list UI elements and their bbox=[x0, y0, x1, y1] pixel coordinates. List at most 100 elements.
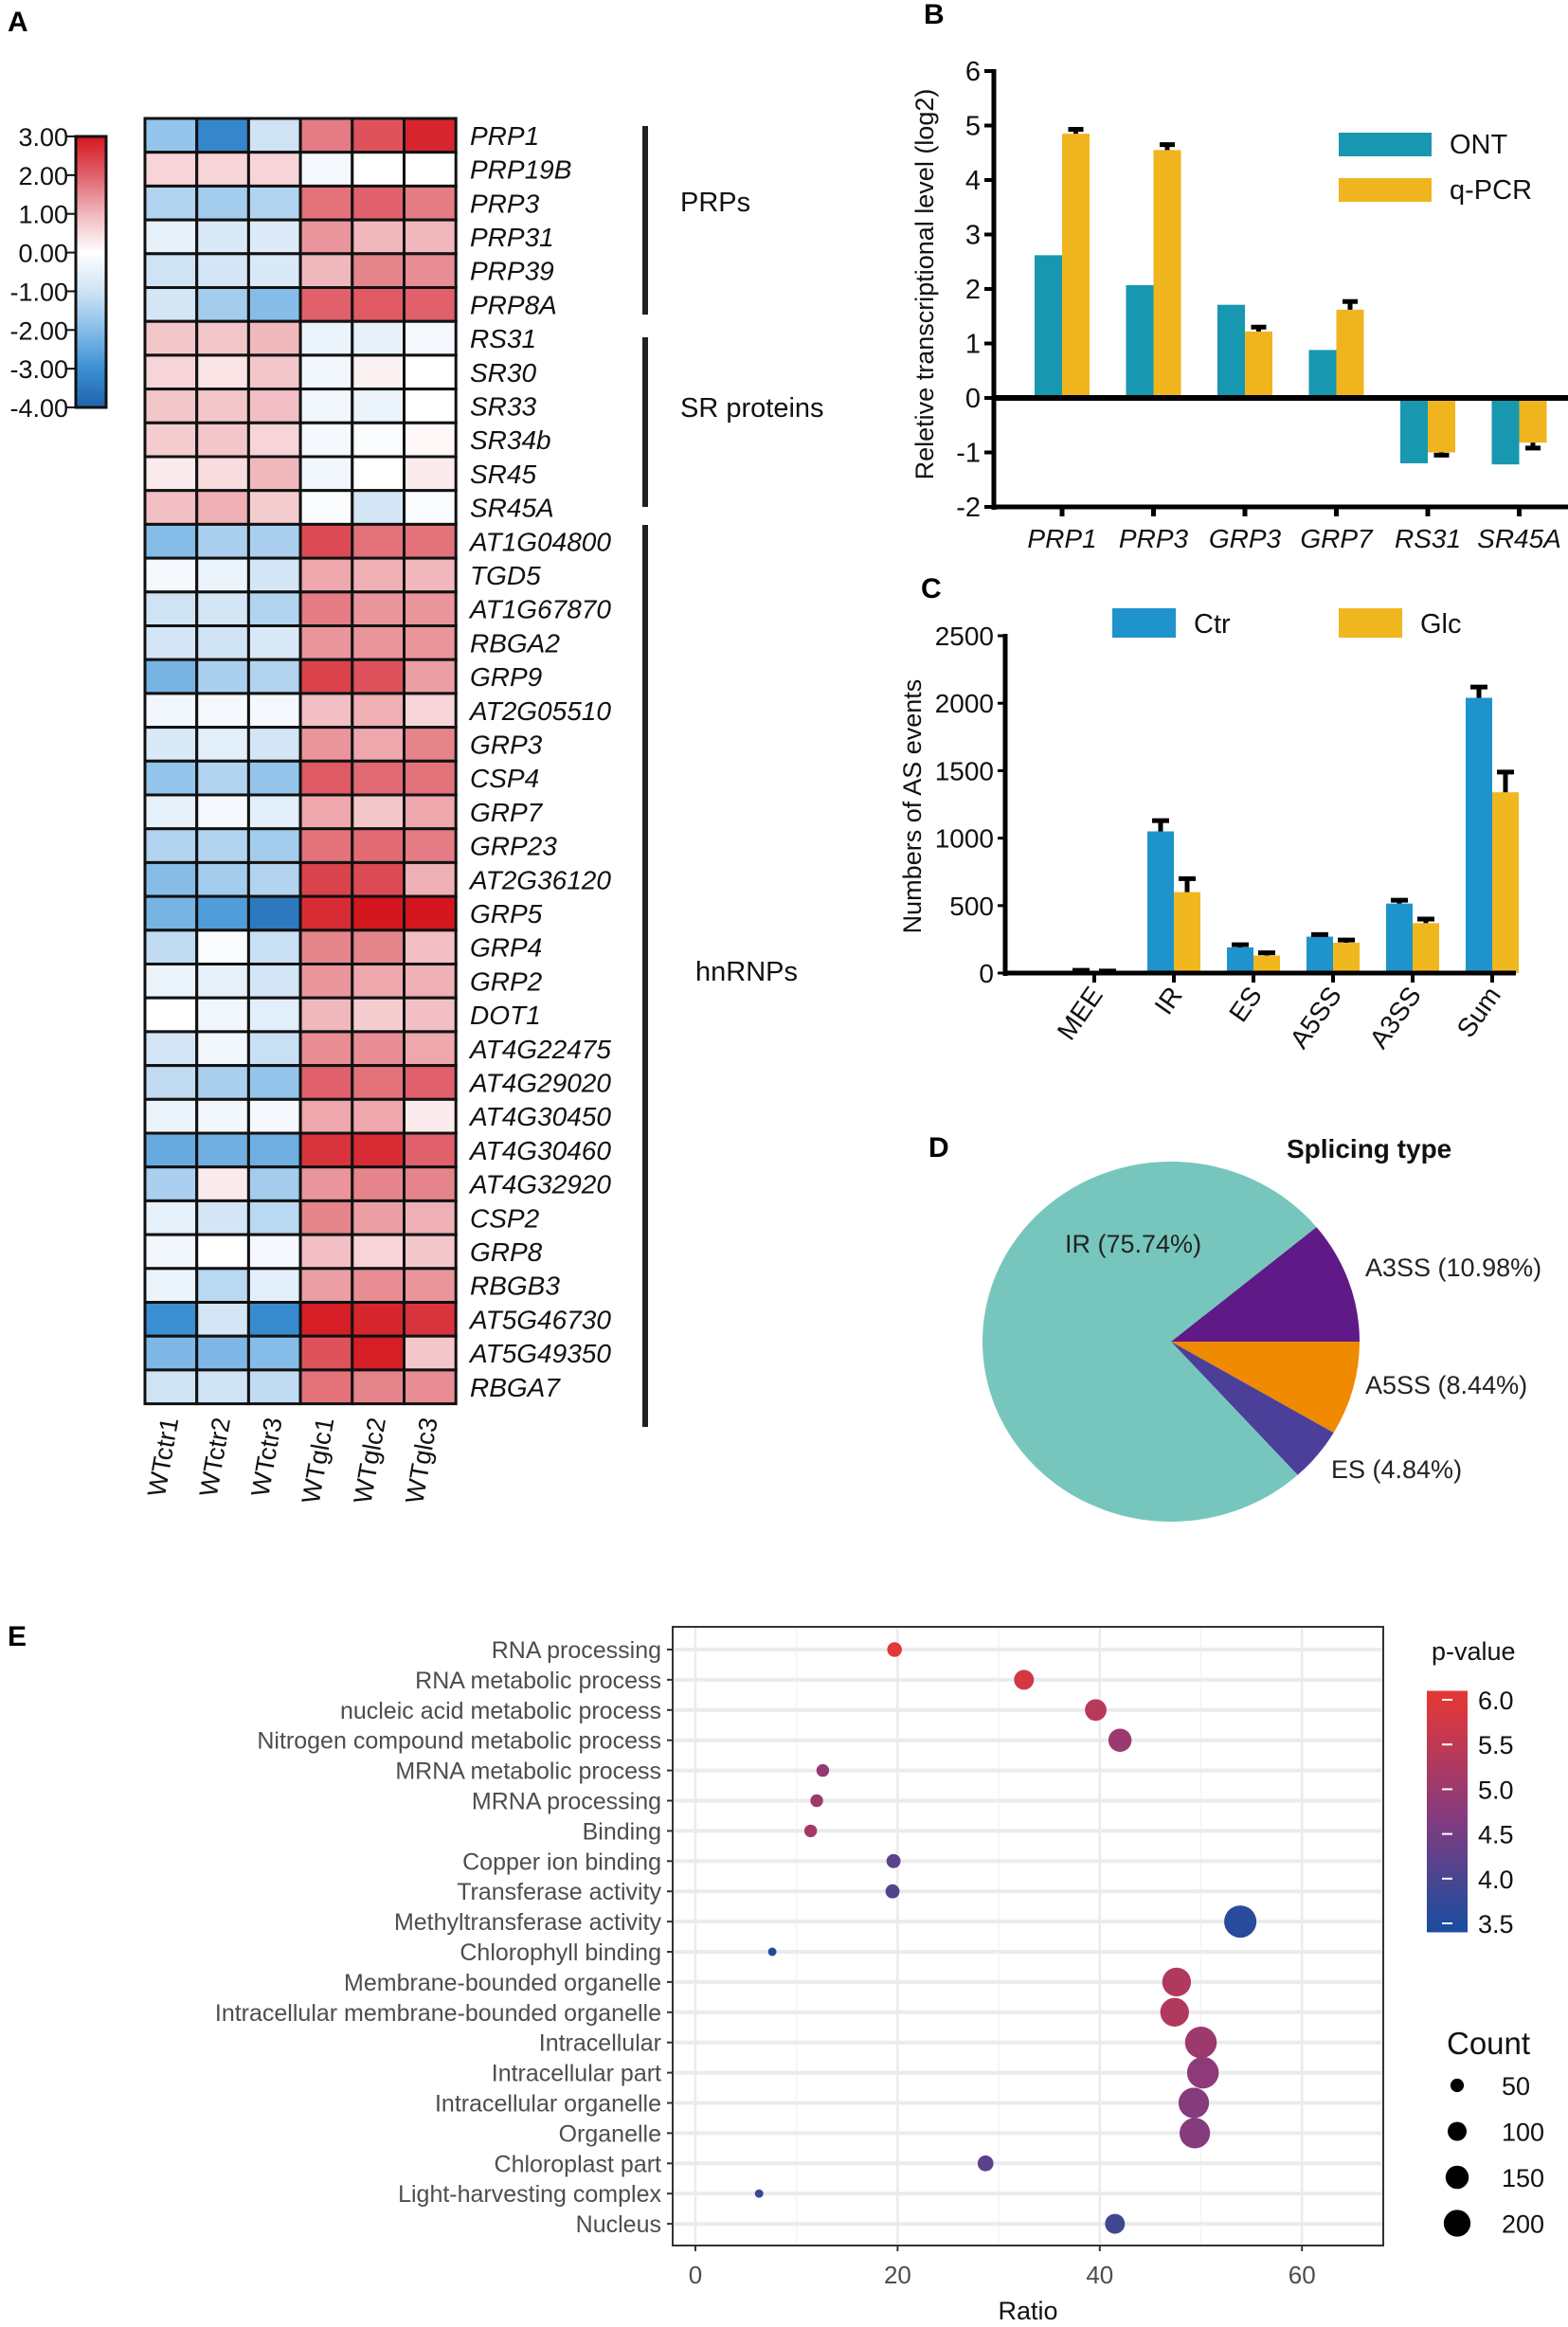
heatmap-cell bbox=[298, 894, 354, 932]
heatmap-cell bbox=[246, 726, 302, 763]
pie-slice-es bbox=[1171, 1342, 1334, 1475]
heatmap-cell bbox=[298, 1301, 354, 1338]
heatmap-cell bbox=[143, 455, 199, 493]
heatmap-cell bbox=[298, 252, 354, 289]
heatmap-cell bbox=[298, 624, 354, 661]
colorbar-tick-label: 4.5 bbox=[1478, 1821, 1514, 1849]
heatmap-cell bbox=[143, 1064, 199, 1101]
gene-label: PRP39 bbox=[470, 257, 554, 286]
gene-label: SR33 bbox=[470, 391, 536, 421]
heatmap-cell bbox=[143, 1097, 199, 1135]
heatmap-cell bbox=[298, 151, 354, 188]
panel-label-a: A bbox=[8, 7, 28, 38]
heatmap-cell bbox=[195, 489, 250, 526]
bar-ctr bbox=[1386, 903, 1413, 973]
heatmap-cell bbox=[143, 963, 199, 1000]
term-label: MRNA metabolic process bbox=[395, 1759, 661, 1785]
heatmap-cell bbox=[298, 556, 354, 594]
heatmap-cell bbox=[403, 252, 458, 289]
gene-label: AT2G05510 bbox=[468, 696, 611, 726]
bar-q-pcr bbox=[1062, 134, 1090, 398]
heatmap-cell bbox=[143, 522, 199, 560]
heatmap-cell bbox=[351, 860, 406, 898]
heatmap-cell bbox=[246, 929, 302, 965]
heatmap-cell bbox=[298, 658, 354, 695]
heatmap-cell bbox=[246, 1030, 302, 1068]
heatmap-cell bbox=[351, 759, 406, 797]
x-tick-label: 20 bbox=[884, 2261, 911, 2289]
gene-label: RBGA2 bbox=[470, 628, 560, 658]
colorbar-tick-label: -1.00 bbox=[9, 278, 68, 306]
y-tick-label: 6 bbox=[965, 57, 981, 87]
heatmap-cell bbox=[351, 489, 406, 526]
term-label: Binding bbox=[583, 1818, 661, 1845]
colorbar-tick-label: 4.0 bbox=[1478, 1866, 1514, 1894]
heatmap-cell bbox=[246, 522, 302, 560]
heatmap-cell bbox=[351, 1233, 406, 1271]
heatmap-cell bbox=[351, 1368, 406, 1406]
y-axis-label: Numbers of AS events bbox=[898, 679, 927, 934]
heatmap-cell bbox=[298, 793, 354, 831]
heatmap-cell bbox=[143, 286, 199, 323]
heatmap-cell bbox=[403, 489, 458, 526]
bar-glc bbox=[1413, 923, 1439, 973]
data-point bbox=[1105, 2213, 1126, 2234]
heatmap-cell bbox=[298, 1334, 354, 1372]
data-point bbox=[1178, 2087, 1210, 2119]
heatmap-cell bbox=[351, 353, 406, 391]
heatmap-cell bbox=[403, 860, 458, 898]
heatmap-cell bbox=[195, 1334, 250, 1372]
heatmap-cell bbox=[403, 726, 458, 763]
data-point bbox=[1186, 2056, 1219, 2089]
group-label: hnRNPs bbox=[695, 957, 798, 987]
gene-label: PRP8A bbox=[470, 290, 557, 319]
heatmap-cell bbox=[403, 151, 458, 188]
heatmap-cell bbox=[403, 894, 458, 932]
heatmap-cell bbox=[403, 1131, 458, 1169]
heatmap-cell bbox=[246, 455, 302, 493]
heatmap-cell bbox=[246, 827, 302, 864]
heatmap-cell bbox=[351, 1301, 406, 1338]
term-label: Nucleus bbox=[576, 2211, 661, 2238]
legend-swatch-ont bbox=[1339, 133, 1432, 156]
colorbar-tick-label: 1.00 bbox=[18, 201, 68, 229]
data-point bbox=[803, 1824, 818, 1838]
y-tick-label: -1 bbox=[956, 439, 981, 469]
heatmap-cell bbox=[143, 1131, 199, 1169]
heatmap-cell bbox=[195, 726, 250, 763]
column-label: WTglc3 bbox=[400, 1416, 442, 1506]
heatmap-cell bbox=[246, 1199, 302, 1236]
x-tick-label: A5SS bbox=[1284, 982, 1346, 1054]
bar-glc bbox=[1253, 955, 1280, 973]
bar-ont bbox=[1308, 350, 1337, 398]
gene-label: AT4G29020 bbox=[468, 1068, 611, 1097]
color-legend-title: p-value bbox=[1432, 1637, 1516, 1666]
heatmap-cell bbox=[143, 1199, 199, 1236]
gene-label: CSP2 bbox=[470, 1203, 540, 1233]
heatmap-cell bbox=[351, 319, 406, 357]
heatmap-cell bbox=[143, 1233, 199, 1271]
heatmap-cell bbox=[298, 421, 354, 459]
heatmap-cell bbox=[246, 252, 302, 289]
heatmap-cell bbox=[246, 1064, 302, 1101]
data-point bbox=[1179, 2118, 1211, 2149]
data-point bbox=[1108, 1728, 1132, 1752]
gene-label: GRP5 bbox=[470, 899, 543, 929]
size-legend-dot bbox=[1445, 2165, 1469, 2190]
x-tick-label: PRP1 bbox=[1027, 524, 1096, 553]
heatmap-cell bbox=[195, 455, 250, 493]
column-label: WTctr3 bbox=[246, 1416, 288, 1499]
term-label: MRNA processing bbox=[472, 1789, 661, 1815]
heatmap-cell bbox=[246, 963, 302, 1000]
heatmap-cell bbox=[143, 319, 199, 357]
x-tick-label: Sum bbox=[1451, 982, 1505, 1043]
heatmap-cell bbox=[403, 1334, 458, 1372]
heatmap-cell bbox=[143, 1368, 199, 1406]
heatmap-cell bbox=[143, 117, 199, 154]
y-tick-label: 2000 bbox=[935, 689, 994, 718]
size-legend-label: 200 bbox=[1502, 2210, 1544, 2239]
heatmap-cell bbox=[403, 1165, 458, 1202]
data-point bbox=[887, 1642, 902, 1657]
bar-q-pcr bbox=[1519, 398, 1547, 443]
